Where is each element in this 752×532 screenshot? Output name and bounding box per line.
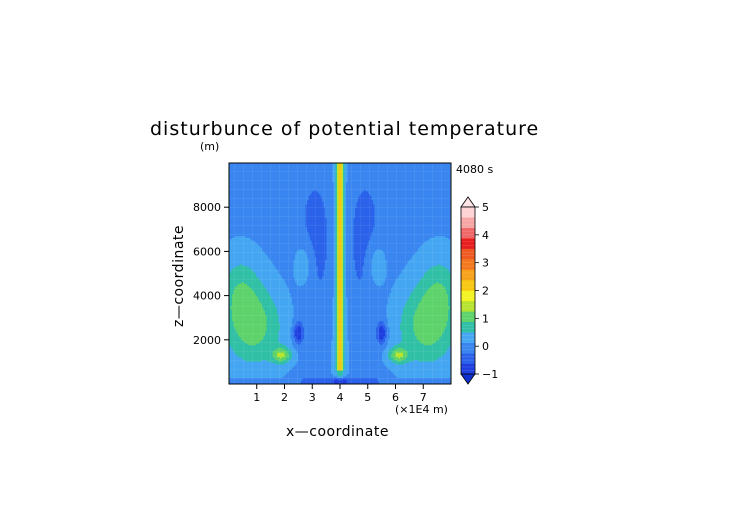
unit-label: (m): [200, 140, 219, 153]
chart-title: disturbunce of potential temperature: [150, 118, 539, 140]
time-label: 4080 s: [456, 163, 493, 176]
